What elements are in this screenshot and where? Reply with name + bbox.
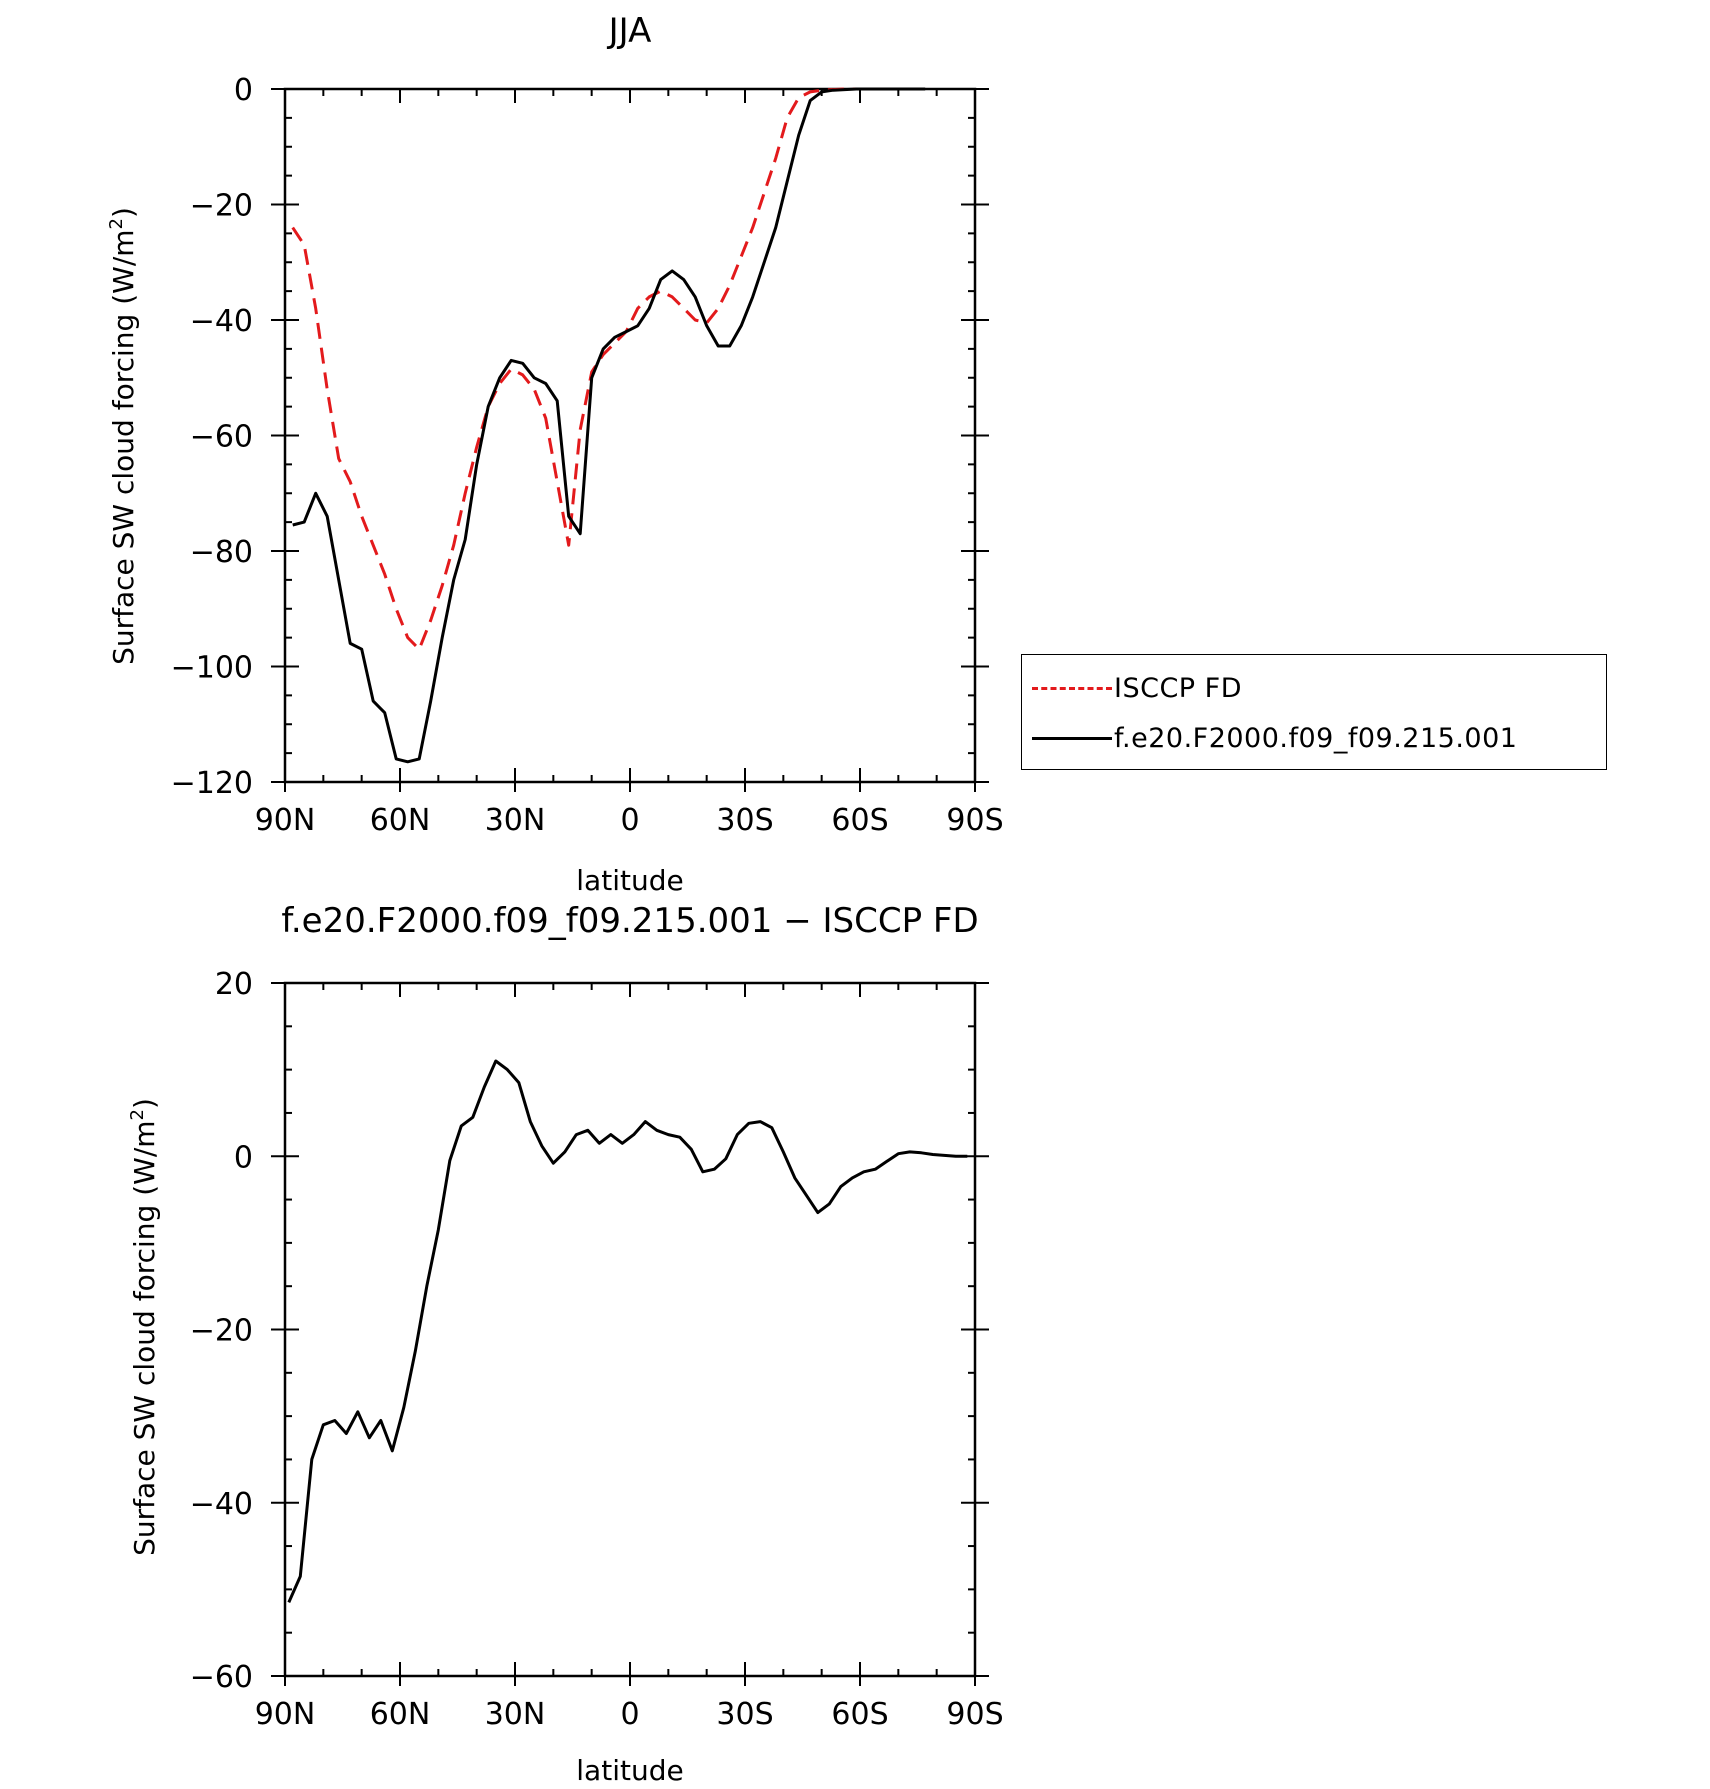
- legend-item-isccp: ISCCP FD: [1022, 668, 1242, 708]
- plot-area: 90N 60N 30N 0 30S 60S 90S 20 0 −20 −40 −60: [190, 967, 1004, 1732]
- chart-legend: ISCCP FD f.e20.F2000.f09_f09.215.001: [1021, 654, 1607, 770]
- y-tick-label: −60: [190, 420, 253, 455]
- x-tick-label: 60S: [831, 1697, 888, 1732]
- legend-swatch-dashed-red: [1032, 686, 1112, 690]
- legend-item-model: f.e20.F2000.f09_f09.215.001: [1022, 718, 1517, 758]
- y-axis-label: Surface SW cloud forcing (W/m2): [106, 207, 140, 665]
- x-tick-label: 90S: [946, 1697, 1003, 1732]
- x-tick-label: 0: [620, 1697, 639, 1732]
- series-line-f-e20-f2000-f09-f09-215-001: [292, 87, 926, 764]
- chart-title: f.e20.F2000.f09_f09.215.001 − ISCCP FD: [281, 901, 978, 941]
- y-tick-label: −20: [190, 1314, 253, 1349]
- x-tick-label: 30S: [716, 803, 773, 838]
- y-tick-label: 20: [215, 967, 253, 1002]
- x-tick-label: 90N: [255, 1697, 316, 1732]
- y-tick-label: −60: [190, 1660, 253, 1695]
- x-tick-label: 60N: [370, 803, 431, 838]
- y-tick-label: −40: [190, 304, 253, 339]
- plot-area: 90N 60N 30N 0 30S 60S 90S 0 −20 −40 −60 −80 −100 −120: [171, 73, 1004, 838]
- x-tick-label: 30N: [485, 1697, 546, 1732]
- y-tick-label: −40: [190, 1487, 253, 1522]
- panel-jja: JJA 90N 60N 30N 0 30S 60S 90S 0 −20 −40 −60 −80 −100…: [106, 11, 1004, 897]
- legend-label: ISCCP FD: [1114, 672, 1242, 704]
- panel-difference: f.e20.F2000.f09_f09.215.001 − ISCCP FD 9…: [127, 901, 1004, 1787]
- series-line-difference: [287, 1059, 968, 1604]
- x-tick-label: 30S: [716, 1697, 773, 1732]
- plot-frame: [283, 87, 977, 784]
- y-tick-label: −20: [190, 189, 253, 224]
- y-tick-label: −120: [171, 766, 253, 801]
- legend-label: f.e20.F2000.f09_f09.215.001: [1114, 722, 1518, 754]
- chart-title: JJA: [607, 11, 652, 51]
- x-tick-label: 0: [620, 803, 639, 838]
- y-tick-label: −100: [171, 651, 253, 686]
- x-tick-label: 60S: [831, 803, 888, 838]
- x-tick-label: 30N: [485, 803, 546, 838]
- y-tick-label: −80: [190, 535, 253, 570]
- y-axis-label: Surface SW cloud forcing (W/m2): [127, 1098, 161, 1556]
- series-line-isccp-fd: [291, 87, 926, 651]
- x-axis-label: latitude: [576, 864, 683, 897]
- x-tick-label: 60N: [370, 1697, 431, 1732]
- y-tick-label: 0: [234, 73, 253, 108]
- x-tick-label: 90N: [255, 803, 316, 838]
- x-axis-label: latitude: [576, 1754, 683, 1787]
- legend-swatch-solid-black: [1032, 736, 1112, 740]
- x-tick-label: 90S: [946, 803, 1003, 838]
- plot-frame: [283, 981, 977, 1678]
- y-tick-label: 0: [234, 1140, 253, 1175]
